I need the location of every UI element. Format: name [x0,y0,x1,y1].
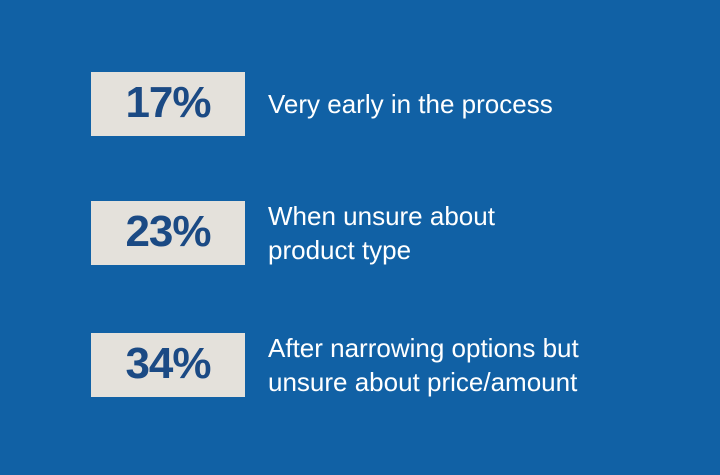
percent-value: 23% [125,207,211,256]
percent-value: 17% [125,78,211,127]
stat-label-line: Very early in the process [268,89,553,119]
stat-label: After narrowing options but unsure about… [268,331,579,399]
stat-label-line: unsure about price/amount [268,367,578,397]
stat-label-line: product type [268,235,412,265]
stat-row: 17% Very early in the process [91,72,553,136]
percent-value: 34% [125,339,211,388]
stat-label: Very early in the process [268,87,553,121]
percent-box: 34% [91,333,245,397]
stat-label: When unsure about product type [268,199,495,267]
stat-label-line: When unsure about [268,201,495,231]
percent-box: 23% [91,201,245,265]
stat-row: 34% After narrowing options but unsure a… [91,331,579,399]
percent-box: 17% [91,72,245,136]
stat-label-line: After narrowing options but [268,333,579,363]
stat-row: 23% When unsure about product type [91,199,495,267]
